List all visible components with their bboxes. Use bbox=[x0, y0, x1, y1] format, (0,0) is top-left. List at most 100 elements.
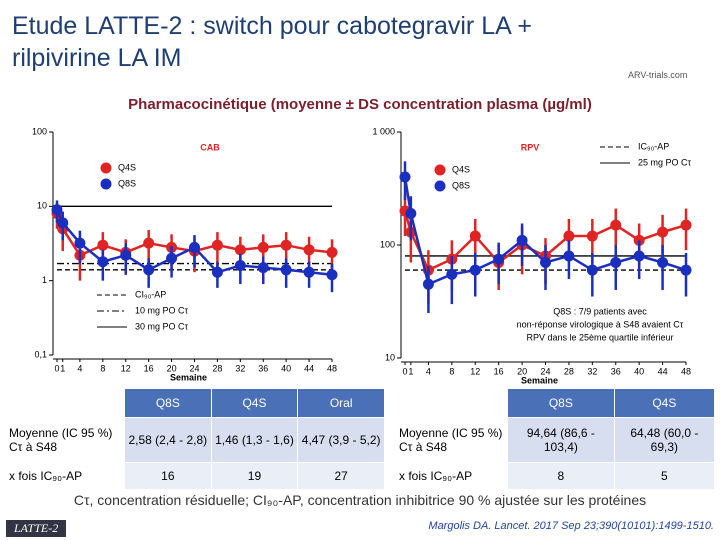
x-tick-label: 12 bbox=[470, 366, 480, 376]
x-tick-label: 1 bbox=[408, 366, 413, 376]
legend-marker bbox=[100, 162, 112, 174]
data-point bbox=[326, 269, 338, 281]
data-point bbox=[469, 264, 481, 276]
x-tick-label: 24 bbox=[189, 363, 199, 373]
x-tick-label: 0 bbox=[54, 363, 59, 373]
header-cell: Q4S bbox=[613, 388, 716, 418]
data-point bbox=[234, 244, 246, 256]
x-tick-label: 16 bbox=[494, 366, 504, 376]
data-point bbox=[57, 217, 69, 229]
data-point bbox=[189, 241, 200, 253]
x-tick-label: 36 bbox=[258, 363, 268, 373]
data-point bbox=[422, 278, 434, 290]
data-point bbox=[211, 239, 223, 251]
data-point bbox=[633, 250, 645, 262]
y-tick-label: 100 bbox=[380, 239, 395, 249]
x-tick-label: 20 bbox=[517, 366, 527, 376]
rpv-table: Q8S Q4S Moyenne (IC 95 %) Cτ à S48 94,64 (… bbox=[395, 388, 716, 490]
legend-label: Q4S bbox=[452, 164, 470, 174]
reference: Margolis DA. Lancet. 2017 Sep 23;390(101… bbox=[428, 520, 714, 532]
data-point bbox=[51, 204, 63, 216]
x-tick-label: 12 bbox=[121, 363, 131, 373]
x-tick-label: 8 bbox=[449, 366, 454, 376]
x-tick-label: 40 bbox=[634, 366, 644, 376]
footer-label: LATTE-2 bbox=[6, 520, 67, 537]
row-label: x fois IC₉₀-AP bbox=[5, 462, 125, 490]
data-point bbox=[303, 266, 315, 278]
data-point bbox=[657, 257, 669, 269]
x-tick-label: 20 bbox=[167, 363, 177, 373]
cell: 2,58 (2,4 - 2,8) bbox=[124, 417, 212, 463]
reference-legend-label: 25 mg PO Cτ bbox=[638, 157, 692, 167]
x-tick-label: 28 bbox=[564, 366, 574, 376]
cell: 8 bbox=[507, 462, 615, 490]
x-axis-label: Semaine bbox=[170, 372, 207, 382]
y-tick-label: 1 000 bbox=[372, 126, 395, 136]
data-point bbox=[166, 252, 178, 264]
x-tick-label: 32 bbox=[235, 363, 245, 373]
legend-marker bbox=[100, 178, 112, 190]
annotation: non-réponse virologique à S48 avaient Cτ bbox=[517, 319, 684, 329]
data-point bbox=[280, 264, 292, 276]
cell: 19 bbox=[210, 462, 299, 490]
annotation: RPV dans le 25ème quartile inférieur bbox=[526, 332, 673, 342]
footnote: Cτ, concentration résiduelle; CI₉₀-AP, c… bbox=[73, 492, 647, 508]
x-tick-label: 24 bbox=[540, 366, 550, 376]
data-point bbox=[680, 219, 692, 231]
data-point bbox=[405, 208, 417, 220]
x-tick-label: 44 bbox=[304, 363, 314, 373]
data-point bbox=[657, 226, 669, 238]
reference-legend-label: CI₉₀-AP bbox=[135, 289, 166, 299]
cell: 5 bbox=[613, 462, 716, 490]
subtitle: Pharmacocinétique (moyenne ± DS concentr… bbox=[128, 96, 592, 113]
data-point bbox=[610, 257, 622, 269]
data-point bbox=[303, 244, 315, 256]
cell: 4,47 (3,9 - 5,2) bbox=[297, 417, 385, 463]
annotation: Q8S : 7/9 patients avec bbox=[553, 306, 647, 316]
slide-title: Etude LATTE-2 : switch pour cabotegravir… bbox=[12, 12, 532, 72]
x-tick-label: 0 bbox=[402, 366, 407, 376]
cell: 64,48 (60,0 - 69,3) bbox=[613, 417, 716, 463]
data-point bbox=[540, 257, 551, 269]
x-tick-label: 4 bbox=[77, 363, 82, 373]
row-label: Moyenne (IC 95 %) Cτ à S48 bbox=[395, 417, 508, 463]
x-tick-label: 48 bbox=[681, 366, 691, 376]
legend-marker bbox=[434, 164, 446, 176]
cab-table: Q8S Q4S Oral Moyenne (IC 95 %) Cτ à S48 2,5… bbox=[5, 388, 385, 490]
header-cell: Oral bbox=[297, 388, 385, 418]
y-tick-label: 10 bbox=[385, 352, 395, 362]
logo: ARV-trials.com bbox=[628, 70, 688, 80]
x-tick-label: 40 bbox=[281, 363, 291, 373]
reference-legend-label: 10 mg PO Cτ bbox=[135, 305, 189, 315]
data-point bbox=[446, 268, 458, 280]
y-tick-label: 0,1 bbox=[34, 349, 47, 359]
x-tick-label: 1 bbox=[60, 363, 65, 373]
data-point bbox=[563, 230, 575, 242]
row-label: Moyenne (IC 95 %) Cτ à S48 bbox=[5, 417, 125, 463]
legend-label: Q8S bbox=[118, 178, 136, 188]
x-tick-label: 8 bbox=[100, 363, 105, 373]
data-point bbox=[97, 239, 109, 251]
cell: 16 bbox=[124, 462, 212, 490]
header-cell: Q8S bbox=[507, 388, 615, 418]
data-point bbox=[97, 256, 109, 268]
data-point bbox=[586, 230, 598, 242]
legend-marker bbox=[434, 180, 446, 192]
header-cell: Q8S bbox=[124, 388, 212, 418]
data-point bbox=[469, 230, 481, 242]
x-tick-label: 16 bbox=[144, 363, 154, 373]
chart-title: CAB bbox=[200, 142, 220, 152]
legend-label: Q4S bbox=[118, 162, 136, 172]
data-point bbox=[257, 241, 269, 253]
chart-title: RPV bbox=[521, 142, 540, 152]
data-point bbox=[610, 219, 622, 231]
y-tick-label: 100 bbox=[32, 126, 47, 136]
data-point bbox=[326, 246, 338, 258]
x-tick-label: 36 bbox=[611, 366, 621, 376]
x-tick-label: 44 bbox=[658, 366, 668, 376]
data-point bbox=[211, 266, 223, 278]
data-point bbox=[257, 262, 269, 274]
x-axis-label: Semaine bbox=[521, 375, 558, 385]
